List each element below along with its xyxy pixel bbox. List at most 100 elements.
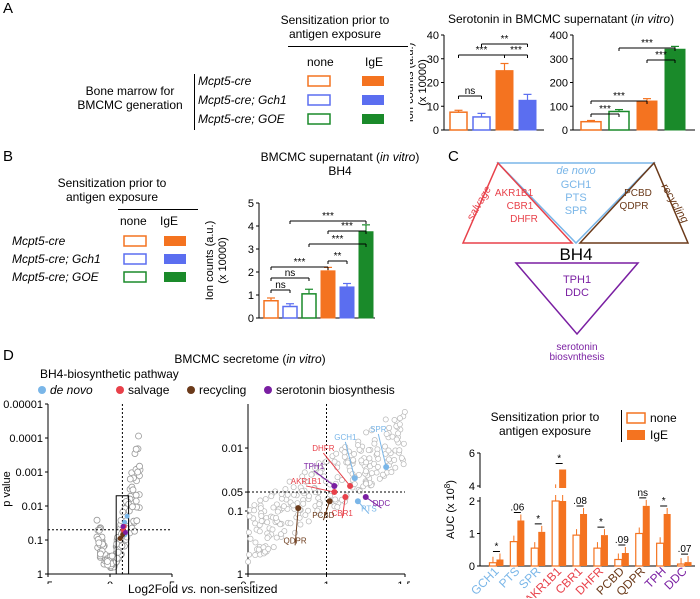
- d-title-post: ): [321, 352, 326, 366]
- highlight-point: [120, 523, 126, 529]
- y-tick-label: 0.00001: [3, 399, 43, 411]
- point-label: AKR1B1: [291, 477, 322, 486]
- auc-sig-label: ns: [637, 488, 648, 499]
- y-axis-label: p value: [1, 471, 13, 506]
- bar: [495, 70, 514, 131]
- auc-sig-label: *: [494, 542, 498, 553]
- b-title-it: in vitro: [380, 150, 416, 164]
- bar: [518, 99, 537, 131]
- chart-d-volcano-full: 0.00001 0.0001 0.001 0.01 0.1 1-5 0 5 p value: [1, 399, 175, 584]
- auc-bar-ige: [517, 520, 525, 566]
- auc-legend-none: none: [650, 411, 677, 425]
- y-tick-label: 3: [248, 244, 254, 256]
- salvage-gene-3: DHFR: [510, 214, 538, 225]
- highlight-point: [122, 519, 128, 525]
- sensitization-title-line1: Sensitization prior to: [280, 13, 390, 27]
- d-sens-divider: [621, 410, 622, 442]
- scatter-point: [305, 518, 312, 525]
- scatter-point: [385, 447, 392, 454]
- y-tick-label: 0: [433, 125, 439, 137]
- recycling-gene-1: PCBD: [624, 188, 652, 199]
- auc-bar-ige: [621, 553, 629, 566]
- panel-b-chart-title: BMCMC supernatant (in vitro) BH4: [250, 150, 430, 178]
- scatter-point: [400, 461, 407, 468]
- b-title-subtitle: BH4: [328, 164, 352, 178]
- auc-legend-ige: IgE: [650, 428, 668, 442]
- b-swatch-fill-green: [164, 272, 186, 282]
- scatter-point: [308, 471, 315, 478]
- scatter-point: [257, 505, 264, 512]
- sig-label: ***: [655, 50, 667, 61]
- panel-a-col-ige: IgE: [365, 55, 384, 69]
- scatter-point: [299, 473, 306, 480]
- x-tick-label: 0.5: [240, 580, 255, 584]
- scatter-point: [315, 460, 322, 467]
- swatch-open-green: [307, 113, 331, 125]
- scatter-point: [297, 521, 304, 528]
- y-tick-label: 0.1: [28, 535, 43, 547]
- auc-bar-ige: [559, 501, 567, 566]
- swatch-fill-blue: [362, 95, 384, 105]
- b-swatch-open-blue: [123, 253, 147, 265]
- auc-ylabel-main: AUC (x 10: [445, 488, 457, 539]
- scatter-point: [401, 409, 408, 415]
- auc-bar-ige: [684, 562, 692, 566]
- scatter-point: [257, 497, 264, 504]
- sig-label: ***: [510, 45, 522, 56]
- d-title-it: in vitro: [286, 352, 322, 366]
- scatter-point: [396, 447, 403, 454]
- auc-bar-none: [635, 532, 644, 567]
- scatter-point: [264, 519, 271, 526]
- sig-label: ***: [341, 221, 353, 232]
- scatter-point: [264, 535, 271, 541]
- scatter-point: [392, 464, 399, 471]
- scatter-point: [113, 554, 121, 562]
- salvage-gene-2: CBR1: [507, 201, 534, 212]
- y-tick-label: 2: [248, 267, 254, 279]
- scatter-point: [104, 558, 111, 565]
- swatch-fill-green: [362, 114, 384, 124]
- b-swatch-open-green: [123, 271, 147, 283]
- x-tick-label: -5: [43, 580, 53, 584]
- bh4-center-label: BH4: [559, 245, 592, 264]
- b-swatch-fill-orange: [164, 236, 186, 246]
- panel-a-legend-swatches: [307, 75, 384, 125]
- scatter-point: [247, 535, 254, 542]
- auc-bar-ige: [496, 559, 504, 566]
- auc-bar-none: [530, 547, 539, 567]
- scatter-point: [97, 550, 104, 558]
- panel-d-auc-sens-title: Sensitization prior to antigen exposure: [470, 410, 620, 438]
- scatter-point: [312, 465, 319, 472]
- bar: [339, 286, 355, 319]
- scatter-point: [246, 551, 253, 558]
- serotonin-line1: serotonin: [556, 342, 597, 353]
- sig-label: ***: [641, 38, 653, 49]
- y-tick-label: 2: [469, 496, 475, 508]
- scatter-point: [331, 458, 338, 465]
- scatter-point: [302, 512, 309, 518]
- y-tick-label: 4: [469, 481, 475, 493]
- scatter-point: [382, 416, 389, 423]
- salvage-gene-1: AKR1B1: [495, 188, 534, 199]
- leader-line: [365, 496, 382, 509]
- scatter-point: [379, 471, 386, 478]
- y-tick-label: 0.01: [222, 443, 243, 455]
- scatter-point: [306, 493, 312, 500]
- scatter-point: [251, 502, 258, 509]
- bar: [449, 111, 468, 131]
- scatter-point: [302, 478, 309, 485]
- scatter-point: [368, 427, 375, 434]
- y-tick-label: 100: [550, 101, 568, 113]
- auc-sig-label: .09: [615, 535, 629, 546]
- scatter-point: [290, 484, 297, 491]
- highlight-point: [331, 482, 338, 489]
- y-tick-label: 10: [427, 101, 439, 113]
- legend-dot-serotonin: [264, 386, 272, 394]
- b-title-line1: BMCMC supernatant (in vitro): [250, 150, 430, 164]
- scatter-point: [385, 456, 392, 463]
- scatter-point: [135, 432, 142, 440]
- highlight-point: [123, 529, 128, 535]
- y-tick-label: 300: [550, 54, 568, 66]
- auc-bar-ige: [600, 535, 608, 566]
